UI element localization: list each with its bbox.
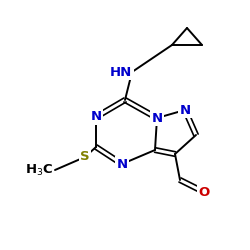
Text: O: O [198, 186, 209, 198]
Text: H$_3$C: H$_3$C [25, 162, 53, 178]
Text: N: N [116, 158, 128, 170]
Text: N: N [180, 104, 190, 117]
Text: S: S [80, 150, 90, 164]
Text: N: N [90, 110, 102, 124]
Text: N: N [152, 112, 162, 124]
Text: HN: HN [110, 66, 132, 78]
